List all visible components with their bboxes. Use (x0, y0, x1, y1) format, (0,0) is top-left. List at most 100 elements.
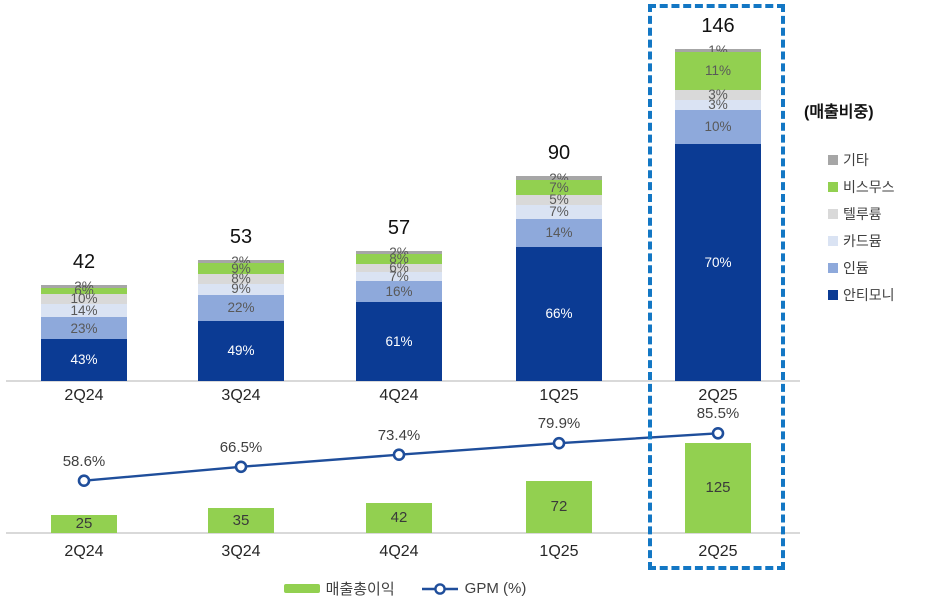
bar-series-swatch-icon (283, 584, 320, 593)
legend-swatch-icon (828, 154, 838, 165)
gpm-marker-1Q25 (552, 436, 566, 450)
gpm-marker-4Q24 (392, 448, 406, 462)
segment-value-label: 8% (389, 251, 409, 267)
legend-item-안티모니: 안티모니 (804, 281, 934, 308)
segment-value-label: 3% (708, 86, 728, 102)
x-axis-label-top-2Q25: 2Q25 (698, 387, 738, 404)
stacked-bar-3Q24: 2% 9% 8% 9% 22% 49% (198, 255, 284, 381)
segment-카드뮴: 7% (516, 203, 602, 219)
bar-total-label: 42 (72, 251, 96, 274)
bar-total-label: 57 (387, 217, 411, 240)
segment-카드뮴: 7% (356, 268, 442, 284)
segment-인듐: 14% (516, 218, 602, 248)
legend-item-label: 비스무스 (843, 178, 895, 195)
gross-profit-bar-2Q25: 125 (685, 442, 751, 533)
bar-total-label: 90 (547, 142, 571, 165)
segment-value-label: 14% (545, 225, 573, 241)
segment-value-label: 61% (385, 333, 413, 349)
gross-profit-value-label: 72 (550, 498, 568, 516)
segment-value-label: 6% (389, 260, 409, 276)
legend-swatch-icon (828, 289, 838, 300)
segment-value-label: 9% (231, 260, 251, 276)
x-axis-label-top-1Q25: 1Q25 (539, 387, 579, 404)
gross-profit-bar-2Q24: 25 (51, 514, 117, 533)
segment-비스무스: 11% (675, 52, 761, 90)
gpm-value-label: 85.5% (696, 405, 740, 423)
segment-인듐: 10% (675, 109, 761, 144)
segment-value-label: 23% (70, 320, 98, 336)
gpm-legend-label: GPM (%) (464, 580, 527, 597)
segment-비스무스: 8% (356, 251, 442, 267)
segment-value-label: 3% (708, 97, 728, 113)
legend-item-gross-profit: 매출총이익 (283, 578, 395, 599)
x-axis-label-top-3Q24: 3Q24 (221, 387, 261, 404)
segment-비스무스: 7% (516, 180, 602, 195)
segment-카드뮴: 9% (198, 281, 284, 297)
gross-profit-value-label: 42 (390, 509, 408, 527)
segment-안티모니: 43% (41, 339, 127, 381)
x-axis-label-bottom-2Q25: 2Q25 (698, 543, 738, 560)
segment-카드뮴: 3% (675, 97, 761, 113)
stacked-bar-1Q25: 2% 7% 5% 7% 14% 66% (516, 172, 602, 381)
segment-안티모니: 70% (675, 143, 761, 381)
legend-swatch-icon (828, 181, 838, 192)
x-axis-label-bottom-2Q24: 2Q24 (64, 543, 104, 560)
segment-value-label: 10% (70, 291, 98, 307)
segment-value-label: 66% (545, 306, 573, 322)
segment-value-label: 22% (227, 300, 255, 316)
legend-title: (매출비중) (804, 104, 874, 121)
gross-profit-value-label: 25 (75, 515, 93, 533)
stacked-bar-2Q25: 1% 11% 3% 3% 10% 70% (675, 44, 761, 381)
bottom-chart-axis-line (6, 532, 800, 534)
legend-item-label: 텔루륨 (843, 205, 882, 222)
segment-인듐: 22% (198, 294, 284, 322)
gross-profit-bar-3Q24: 35 (208, 507, 274, 533)
x-axis-label-bottom-1Q25: 1Q25 (539, 543, 579, 560)
legend-swatch-icon (828, 208, 838, 219)
legend-item-기타: 기타 (804, 146, 934, 173)
legend-item-label: 카드뮴 (843, 232, 882, 249)
segment-텔루륨: 8% (198, 270, 284, 286)
gpm-value-label: 58.6% (62, 452, 106, 470)
segment-안티모니: 49% (198, 321, 284, 381)
segment-텔루륨: 5% (516, 193, 602, 206)
gpm-marker-3Q24 (234, 460, 248, 474)
gpm-marker-2Q25 (711, 426, 725, 440)
legend-item-label: 안티모니 (843, 286, 895, 303)
segment-value-label: 7% (549, 203, 569, 219)
legend-item-gpm: GPM (%) (421, 580, 527, 597)
segment-텔루륨: 10% (41, 291, 127, 307)
legend-swatch-icon (828, 235, 838, 246)
segment-value-label: 11% (704, 63, 732, 79)
segment-안티모니: 66% (516, 247, 602, 381)
bar-total-label: 146 (701, 14, 735, 37)
gross-profit-legend-label: 매출총이익 (325, 581, 395, 598)
segment-비스무스: 9% (198, 260, 284, 276)
gross-profit-bar-1Q25: 72 (526, 480, 592, 533)
gpm-value-label: 79.9% (537, 415, 581, 433)
segment-인듐: 16% (356, 281, 442, 302)
segment-value-label: 49% (227, 343, 255, 359)
gross-profit-value-label: 35 (232, 511, 250, 529)
segment-인듐: 23% (41, 317, 127, 340)
legend-item-카드뮴: 카드뮴 (804, 227, 934, 254)
gpm-value-label: 66.5% (219, 438, 263, 456)
x-axis-label-bottom-3Q24: 3Q24 (221, 543, 261, 560)
segment-value-label: 10% (704, 119, 732, 135)
x-axis-label-bottom-4Q24: 4Q24 (379, 543, 419, 560)
stacked-bar-2Q24: 3% 6% 10% 14% 23% 43% (41, 280, 127, 381)
gross-profit-value-label: 125 (705, 479, 731, 497)
gross-profit-bar-4Q24: 42 (366, 502, 432, 533)
legend-item-인듐: 인듐 (804, 254, 934, 281)
segment-안티모니: 61% (356, 301, 442, 381)
segment-카드뮴: 14% (41, 304, 127, 318)
segment-value-label: 8% (231, 270, 251, 286)
gpm-value-label: 73.4% (377, 426, 421, 444)
segment-value-label: 9% (231, 281, 251, 297)
segment-value-label: 7% (389, 268, 409, 284)
legend-item-label: 기타 (843, 151, 869, 168)
bar-total-label: 53 (229, 226, 253, 249)
